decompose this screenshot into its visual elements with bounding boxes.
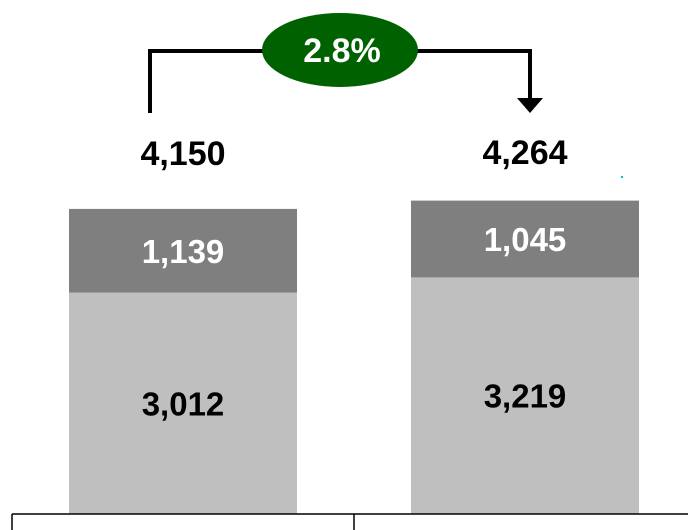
bars-layer (69, 200, 639, 514)
total-value-label: 4,150 (140, 135, 225, 173)
total-labels-layer: 4,150 4,264 (140, 134, 567, 173)
change-label: 2.8% (303, 32, 381, 70)
change-connector: 2.8% (148, 13, 543, 113)
arrow-head-icon (517, 98, 543, 113)
segment-value-label: 3,219 (484, 378, 567, 415)
bar-segment-1-2 (69, 208, 297, 293)
bar-segment-2-2 (411, 200, 639, 278)
total-value-label: 4,264 (482, 134, 567, 172)
speck-mark (621, 176, 623, 178)
segment-labels-layer: 3,012 1,139 3,219 1,045 (142, 221, 567, 422)
segment-value-label: 1,045 (484, 221, 567, 258)
segment-value-label: 1,139 (142, 233, 225, 270)
segment-value-label: 3,012 (142, 385, 225, 422)
bar-segment-2-1 (411, 277, 639, 514)
bar-segment-1-1 (69, 292, 297, 514)
category-axis-box (11, 513, 688, 530)
change-badge (262, 13, 418, 87)
